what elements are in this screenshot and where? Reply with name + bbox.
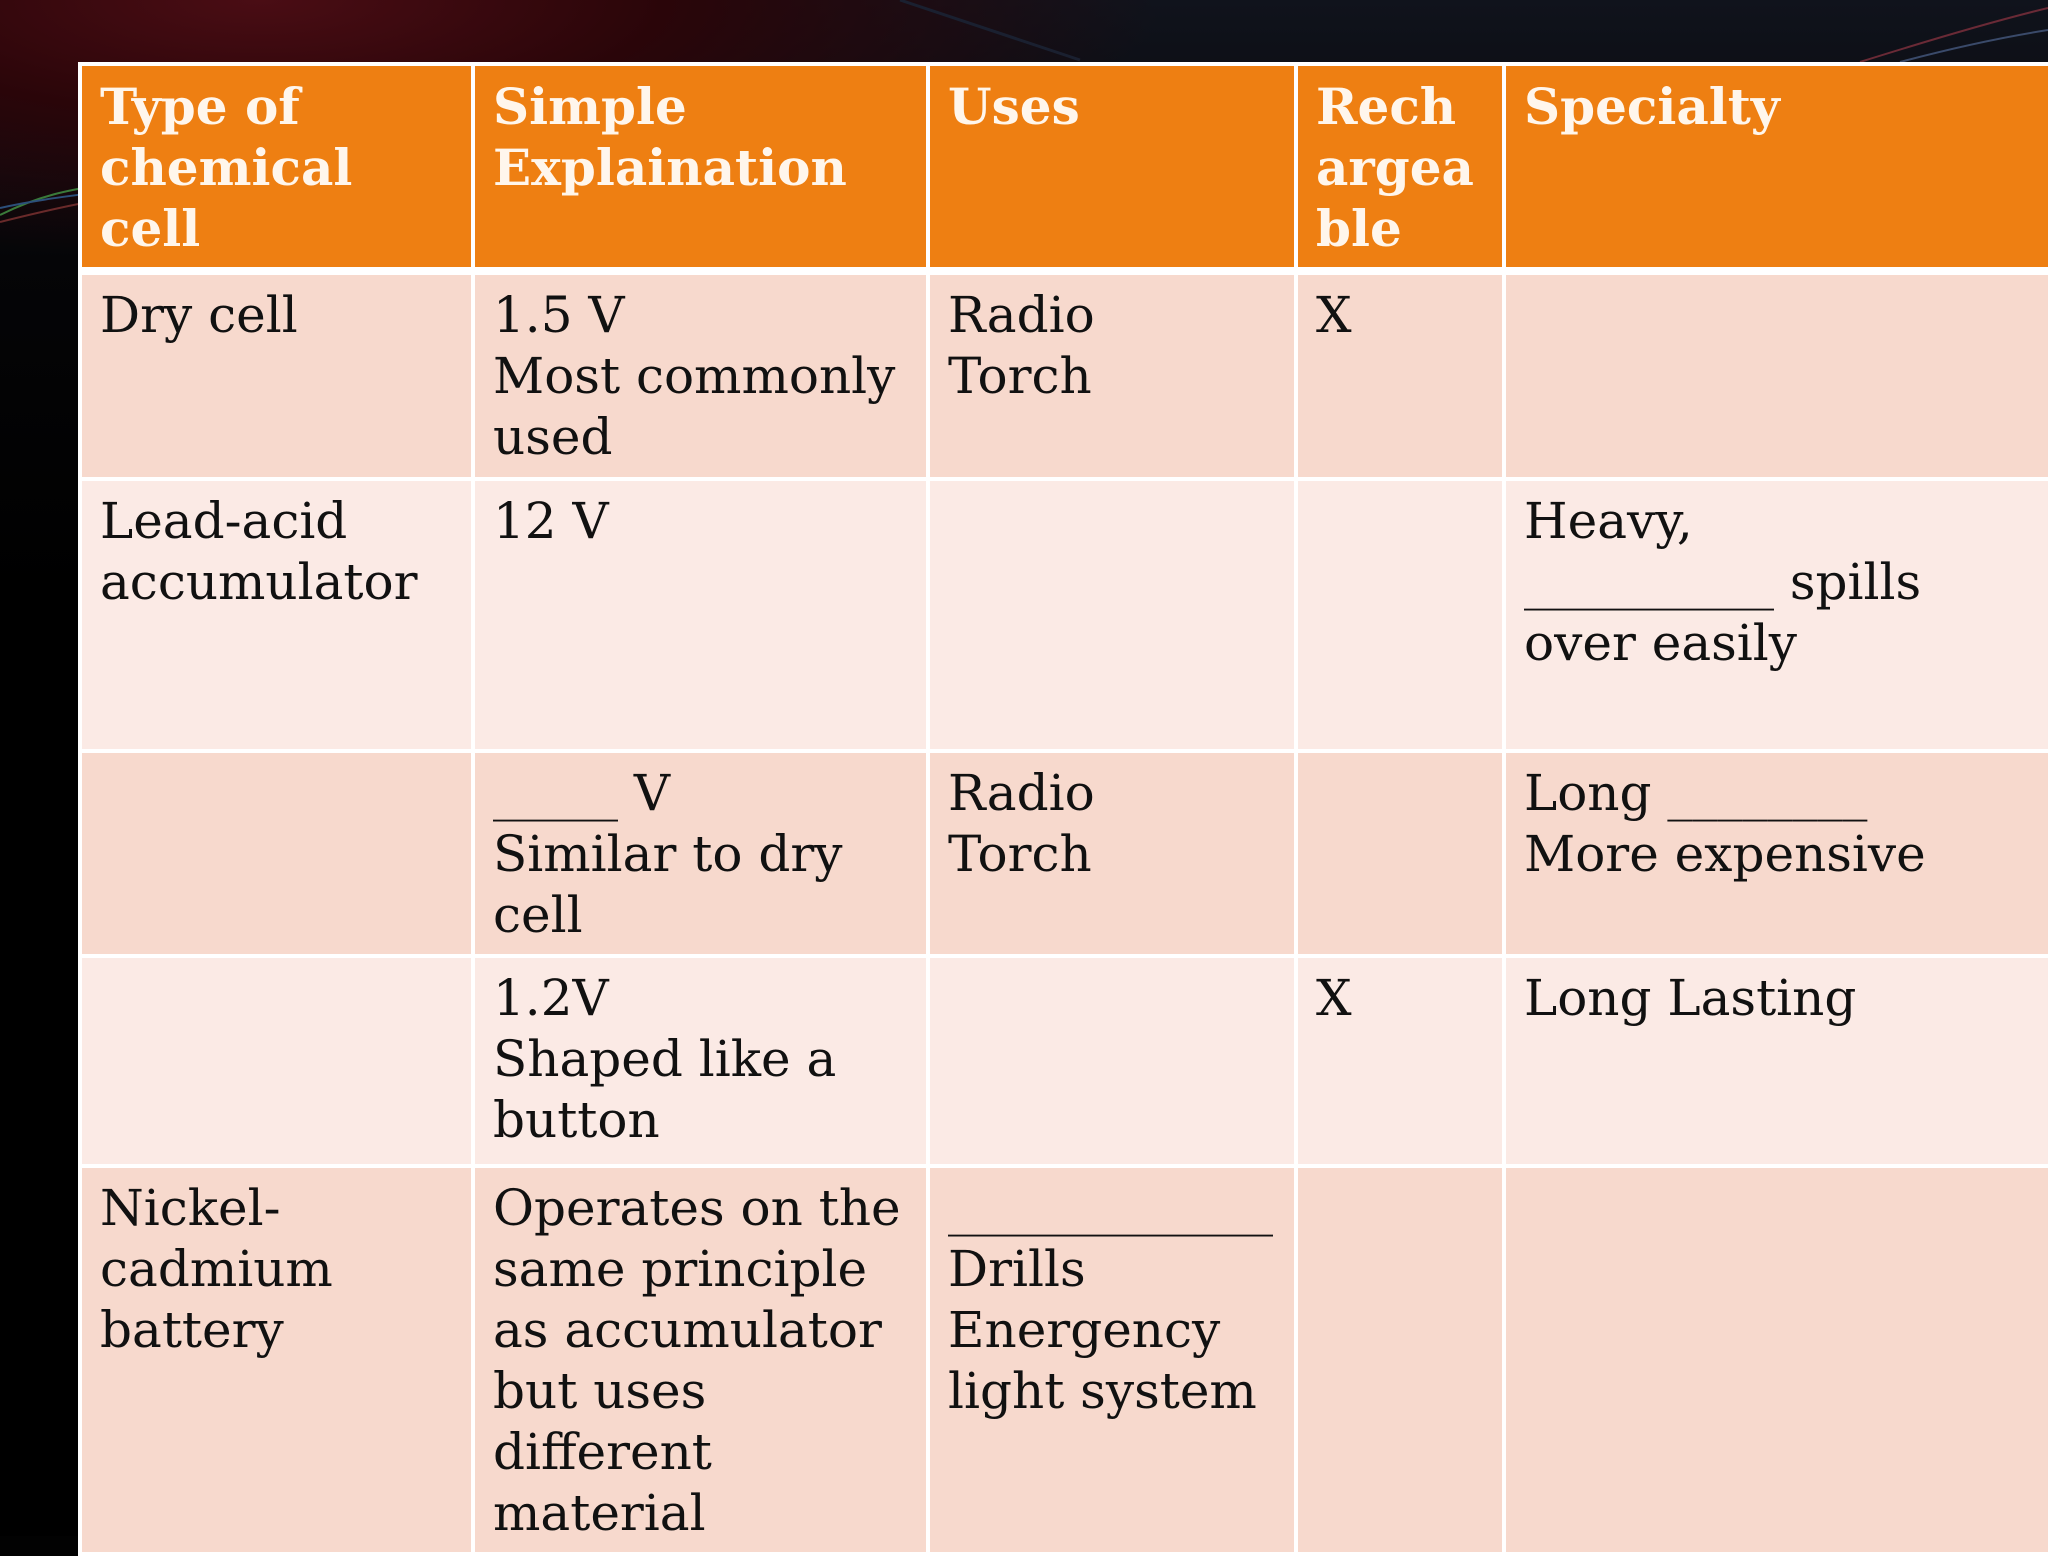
table-cell-type: [78, 749, 475, 958]
table-row: Nickel-cadmium battery Operates on the sa…: [78, 1164, 2048, 1556]
table-cell-specialty: [1502, 269, 2048, 481]
cell-text-line: __________ spills over easily: [1524, 553, 1922, 672]
header-cell-type: Type of chemical cell: [78, 62, 475, 275]
swoosh-line: [899, 0, 1081, 62]
cell-text-line: Operates on the same principle as accumu…: [493, 1179, 901, 1542]
table-cell-uses: Radio Torch: [926, 749, 1298, 958]
header-cell-uses: Uses: [926, 62, 1298, 275]
table-cell-rechargeable: X: [1294, 954, 1506, 1168]
table-cell-uses: [926, 477, 1298, 753]
cell-text-line: _____ V: [493, 764, 671, 822]
table-cell-uses: _____________ Drills Energency light syste…: [926, 1164, 1298, 1556]
table-cell-explanation: 1.2V Shaped like a button: [471, 954, 930, 1168]
cell-text-line: Heavy,: [1524, 492, 1693, 550]
table-cell-type: [78, 954, 475, 1168]
cell-text-line: Long Lasting: [1524, 969, 1857, 1027]
cell-text-line: Torch: [948, 347, 1092, 405]
table-cell-explanation: 1.5 V Most commonly used: [471, 269, 930, 481]
cell-text-line: 1.5 V: [493, 286, 625, 344]
table-row: Lead-acid accumulator 12 V Heavy, _________…: [78, 477, 2048, 753]
cell-text-line: Dry cell: [100, 286, 298, 344]
table-cell-uses: Radio Torch: [926, 269, 1298, 481]
table-cell-specialty: Long Lasting: [1502, 954, 2048, 1168]
table-cell-type: Nickel-cadmium battery: [78, 1164, 475, 1556]
cell-text-line: More expensive: [1524, 825, 1926, 883]
cell-text-line: Long ________: [1524, 764, 1868, 822]
table-cell-specialty: Heavy, __________ spills over easily: [1502, 477, 2048, 753]
cell-text-line: Shaped like a button: [493, 1030, 837, 1149]
table-cell-rechargeable: [1294, 749, 1506, 958]
table-cell-uses: [926, 954, 1298, 1168]
cell-text-line: Radio: [948, 764, 1095, 822]
cell-text-line: X: [1316, 969, 1352, 1027]
table-cell-rechargeable: [1294, 477, 1506, 753]
cell-text-line: Nickel-cadmium battery: [100, 1179, 333, 1359]
table-cell-rechargeable: X: [1294, 269, 1506, 481]
cell-text-line: Similar to dry cell: [493, 825, 843, 944]
header-cell-specialty: Specialty: [1502, 62, 2048, 275]
cell-text-line: Radio: [948, 286, 1095, 344]
cell-text-line: X: [1316, 286, 1352, 344]
cell-text-line: Torch: [948, 825, 1092, 883]
table-cell-explanation: 12 V: [471, 477, 930, 753]
table-cell-type: Dry cell: [78, 269, 475, 481]
table-cell-rechargeable: [1294, 1164, 1506, 1556]
chemical-cells-table: Type of chemical cell Simple Explainatio…: [78, 62, 2048, 1556]
chemical-cells-table-container: Type of chemical cell Simple Explainatio…: [78, 62, 2048, 1556]
cell-text-line: _____________: [948, 1179, 1273, 1237]
cell-text-line: 1.2V: [493, 969, 609, 1027]
header-cell-explanation: Simple Explaination: [471, 62, 930, 275]
table-row: _____ V Similar to dry cell Radio Torch Long…: [78, 749, 2048, 958]
table-row: Dry cell 1.5 V Most commonly used Radio Torc…: [78, 269, 2048, 481]
table-cell-type: Lead-acid accumulator: [78, 477, 475, 753]
cell-text-line: Most commonly used: [493, 347, 896, 466]
table-header-row: Type of chemical cell Simple Explainatio…: [78, 62, 2048, 275]
table-cell-specialty: [1502, 1164, 2048, 1556]
table-cell-explanation: _____ V Similar to dry cell: [471, 749, 930, 958]
swoosh-line: [1899, 29, 2048, 63]
table-row: 1.2V Shaped like a button X Long Lasting: [78, 954, 2048, 1168]
table-cell-specialty: Long ________ More expensive: [1502, 749, 2048, 958]
cell-text-line: Lead-acid accumulator: [100, 492, 418, 611]
cell-text-line: Drills: [948, 1240, 1086, 1298]
header-cell-rechargeable: Rechargeable: [1294, 62, 1506, 275]
cell-text-line: Energency light system: [948, 1301, 1257, 1420]
swoosh-line: [1859, 7, 2048, 63]
cell-text-line: 12 V: [493, 492, 609, 550]
table-cell-explanation: Operates on the same principle as accumu…: [471, 1164, 930, 1556]
